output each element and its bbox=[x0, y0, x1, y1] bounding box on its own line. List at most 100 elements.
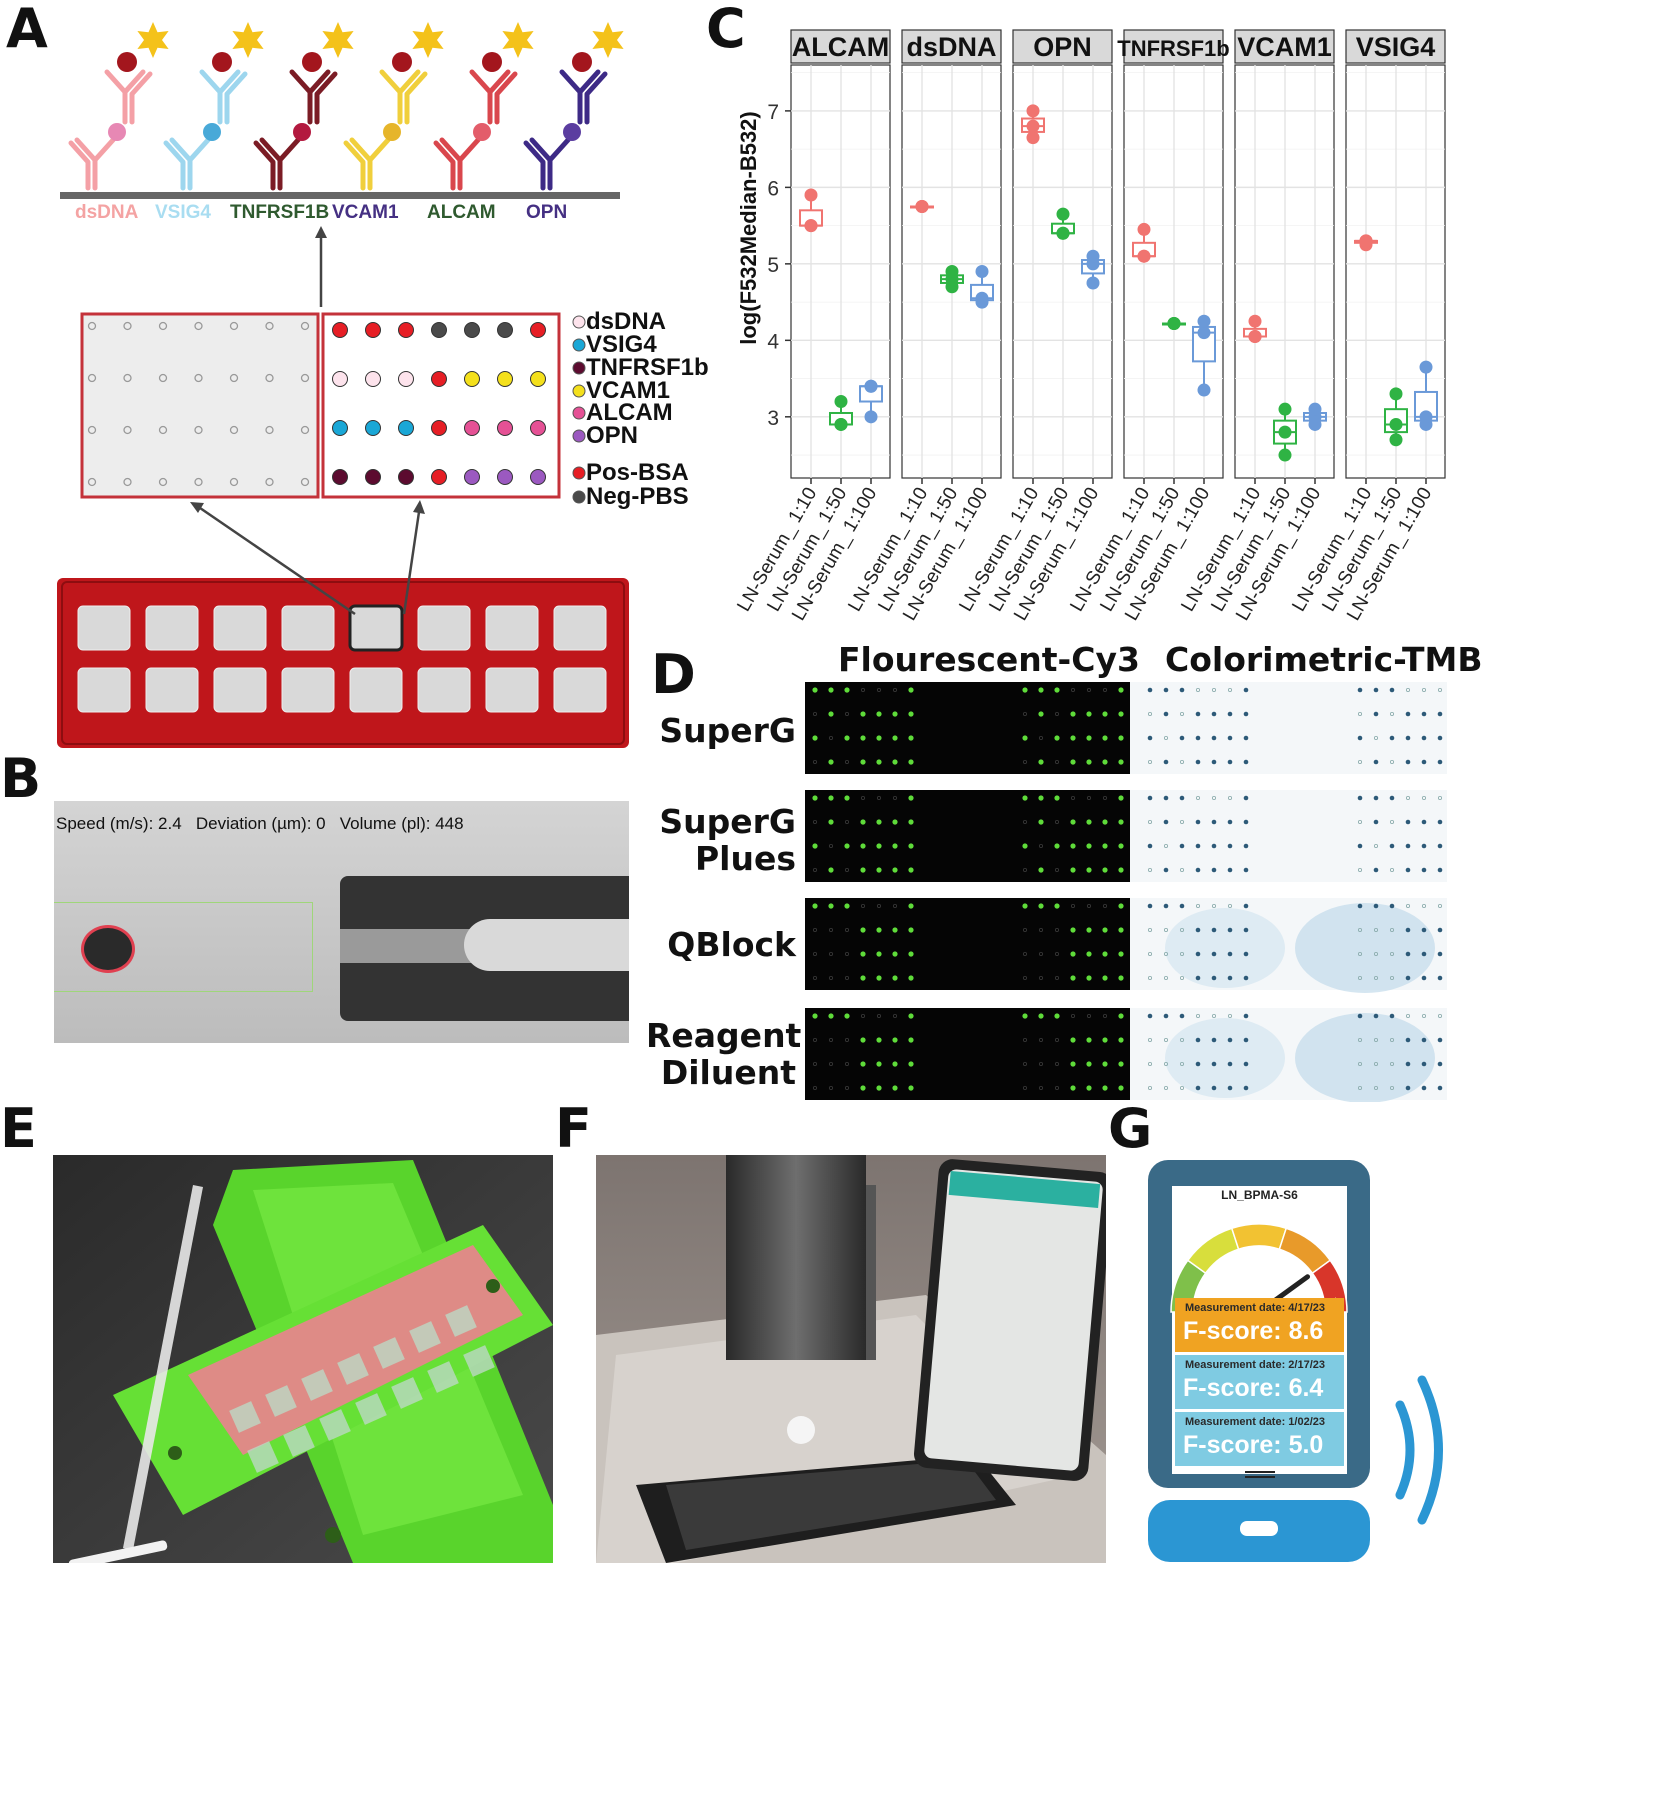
tmb-spot bbox=[1421, 1037, 1427, 1043]
fluor-spot bbox=[1070, 796, 1075, 801]
array-spot bbox=[497, 371, 513, 387]
fluor-spot bbox=[1086, 1085, 1092, 1091]
legend-swatch bbox=[572, 490, 586, 504]
fluor-spot bbox=[828, 687, 834, 693]
facet-strip-label: VCAM1 bbox=[1237, 32, 1332, 62]
holder-well bbox=[427, 1361, 459, 1393]
box-1 bbox=[1384, 387, 1408, 447]
fluor-spot bbox=[828, 736, 833, 741]
legend-alcam: ALCAM bbox=[586, 399, 673, 426]
tmb-spot bbox=[1421, 951, 1427, 957]
slide-well bbox=[349, 667, 403, 713]
fluor-spot bbox=[876, 1061, 882, 1067]
tmb-spot bbox=[1405, 711, 1411, 717]
antibody-3 bbox=[343, 22, 444, 191]
holder-well bbox=[355, 1393, 387, 1425]
tmb-spot bbox=[1374, 1085, 1379, 1090]
slide-well bbox=[213, 667, 267, 713]
fluor-spot bbox=[1022, 951, 1027, 956]
fluor-spot bbox=[1070, 735, 1076, 741]
fluor-spot bbox=[1038, 867, 1044, 873]
tmb-spot bbox=[1211, 927, 1217, 933]
array-spot bbox=[530, 371, 546, 387]
d-title-colorimetric: Colorimetric-TMB bbox=[1165, 640, 1483, 679]
tmb-spot bbox=[1179, 711, 1184, 716]
fluor-spot bbox=[861, 1013, 866, 1018]
fluor-spot bbox=[1102, 1061, 1108, 1067]
fluor-spot bbox=[812, 843, 818, 849]
fluor-spot bbox=[845, 1037, 850, 1042]
tmb-spot bbox=[1195, 867, 1201, 873]
tmb-spot bbox=[1422, 903, 1427, 908]
tmb-spot bbox=[1406, 1013, 1411, 1018]
tmb-spot bbox=[1405, 843, 1411, 849]
signal-arc-inner bbox=[1395, 1400, 1415, 1500]
box-2 bbox=[1303, 402, 1327, 431]
surface-label-alcam: ALCAM bbox=[427, 202, 496, 223]
tmb-spot bbox=[1421, 843, 1427, 849]
tmb-spot bbox=[1163, 736, 1168, 741]
tmb-spot bbox=[1179, 735, 1185, 741]
tmb-spot bbox=[1227, 819, 1233, 825]
tmb-spot bbox=[1211, 759, 1217, 765]
tmb-spot bbox=[1163, 903, 1169, 909]
fluor-spot bbox=[1038, 903, 1044, 909]
box-2 bbox=[1192, 314, 1216, 397]
tmb-spot bbox=[1147, 951, 1152, 956]
holder-well bbox=[373, 1337, 405, 1369]
fluor-spot bbox=[876, 867, 882, 873]
tmb-spot bbox=[1227, 843, 1233, 849]
fluor-spot bbox=[1118, 795, 1124, 801]
fluor-spot bbox=[845, 927, 850, 932]
y-tick-label: 7 bbox=[767, 101, 779, 124]
tmb-spot bbox=[1405, 759, 1411, 765]
y-tick-label: 4 bbox=[767, 330, 779, 353]
surface-label-vsig4: VSIG4 bbox=[155, 202, 211, 223]
data-point bbox=[915, 199, 929, 213]
fluor-spot bbox=[893, 796, 898, 801]
tmb-spot bbox=[1147, 795, 1153, 801]
tmb-spot bbox=[1406, 903, 1411, 908]
slide-well bbox=[485, 667, 539, 713]
fluor-spot bbox=[1070, 927, 1076, 933]
fluor-spot bbox=[908, 1085, 914, 1091]
box-2 bbox=[1081, 249, 1105, 290]
tmb-spot bbox=[1421, 1085, 1427, 1091]
fluor-spot bbox=[1118, 1061, 1124, 1067]
measurement-card-2[interactable]: Measurement date: 2/17/23 F-score: 6.4 bbox=[1175, 1355, 1344, 1409]
fluor-spot bbox=[876, 975, 882, 981]
tmb-spot bbox=[1163, 867, 1169, 873]
tmb-spot bbox=[1405, 819, 1411, 825]
fluor-spot bbox=[844, 1013, 850, 1019]
tmb-spot bbox=[1179, 1061, 1184, 1066]
holder-well bbox=[337, 1353, 369, 1385]
tmb-spot bbox=[1405, 951, 1411, 957]
slide-well bbox=[77, 667, 131, 713]
d-row-superg: SuperG bbox=[659, 711, 796, 750]
fluor-spot bbox=[1086, 759, 1092, 765]
tmb-spot bbox=[1373, 819, 1379, 825]
fluor-spot bbox=[1086, 927, 1092, 933]
measurement-card-3[interactable]: Measurement date: 1/02/23 F-score: 5.0 bbox=[1175, 1412, 1344, 1466]
array-spot bbox=[332, 322, 348, 338]
fluor-spot bbox=[1118, 819, 1124, 825]
tmb-spot bbox=[1195, 843, 1201, 849]
box-1 bbox=[1162, 317, 1186, 331]
tmb-spot bbox=[1195, 927, 1201, 933]
tmb-spot bbox=[1389, 735, 1395, 741]
box-0 bbox=[910, 199, 934, 213]
tmb-spot bbox=[1147, 867, 1152, 872]
tmb-spot bbox=[1373, 903, 1379, 909]
fluor-spot bbox=[1102, 819, 1108, 825]
fluor-spot bbox=[812, 1085, 817, 1090]
home-button[interactable] bbox=[1240, 1521, 1278, 1536]
tmb-spot bbox=[1358, 1061, 1363, 1066]
box-1 bbox=[940, 265, 964, 294]
measurement-card-1[interactable]: Measurement date: 4/17/23 F-score: 8.6 bbox=[1175, 1298, 1344, 1352]
tmb-spot bbox=[1374, 951, 1379, 956]
fluor-spot bbox=[1022, 1037, 1027, 1042]
tmb-spot bbox=[1437, 711, 1443, 717]
tmb-spot bbox=[1163, 759, 1169, 765]
fluor-spot bbox=[1038, 736, 1043, 741]
array-scan-image bbox=[80, 312, 320, 499]
